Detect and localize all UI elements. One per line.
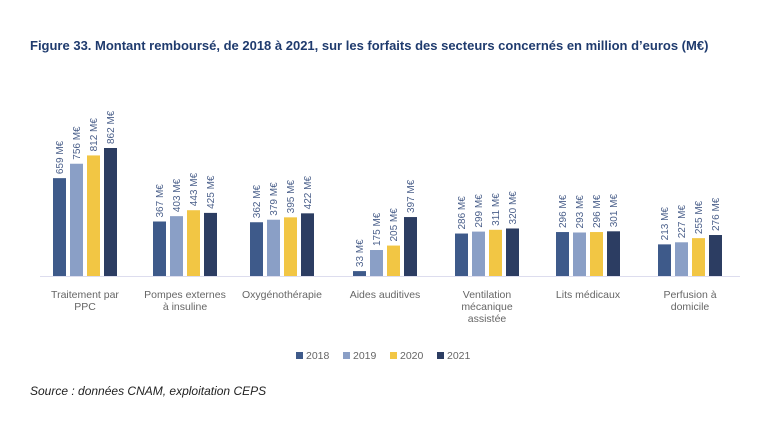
data-label: 422 M€: [303, 176, 314, 210]
category-label: PPC: [74, 301, 96, 313]
data-label: 286 M€: [457, 196, 468, 230]
data-label: 403 M€: [172, 178, 183, 212]
data-label: 362 M€: [252, 184, 263, 218]
legend-label: 2019: [353, 350, 377, 362]
category-label: domicile: [671, 301, 710, 313]
bar-2021: [204, 212, 217, 276]
data-label: 213 M€: [660, 207, 671, 241]
data-label: 311 M€: [491, 193, 502, 226]
source-note: Source : données CNAM, exploitation CEPS: [30, 384, 267, 398]
bar-2018: [455, 233, 468, 276]
legend-swatch: [437, 352, 444, 359]
bar-2021: [404, 217, 417, 276]
data-label: 255 M€: [694, 200, 705, 234]
legend-swatch: [390, 352, 397, 359]
legend-swatch: [296, 352, 303, 359]
data-label: 397 M€: [406, 179, 417, 213]
data-label: 205 M€: [389, 208, 400, 242]
data-label: 299 M€: [474, 194, 485, 228]
bar-2019: [370, 250, 383, 276]
category-label: Oxygénothérapie: [242, 289, 322, 301]
bar-2021: [104, 148, 117, 276]
bar-2018: [250, 222, 263, 276]
bar-2019: [573, 232, 586, 276]
data-label: 862 M€: [106, 110, 117, 144]
data-label: 320 M€: [508, 191, 519, 225]
category-label: Ventilation: [463, 289, 512, 301]
bar-2020: [87, 155, 100, 276]
bar-2021: [709, 235, 722, 276]
category-label: assistée: [468, 313, 507, 325]
data-label: 296 M€: [558, 194, 569, 228]
bar-2019: [170, 216, 183, 276]
data-label: 395 M€: [286, 180, 297, 214]
data-label: 33 M€: [355, 239, 366, 267]
category-label: à insuline: [163, 301, 208, 313]
category-label: Lits médicaux: [556, 289, 621, 301]
legend-swatch: [343, 352, 350, 359]
data-label: 379 M€: [269, 182, 280, 216]
data-label: 425 M€: [206, 175, 217, 209]
legend-label: 2020: [400, 350, 424, 362]
data-label: 293 M€: [575, 195, 586, 229]
category-label: mécanique: [461, 301, 513, 313]
bar-2020: [284, 217, 297, 276]
bar-2021: [506, 228, 519, 276]
data-label: 367 M€: [155, 184, 166, 218]
bar-2020: [187, 210, 200, 276]
bar-2019: [472, 231, 485, 276]
data-label: 227 M€: [677, 204, 688, 238]
bar-2018: [353, 271, 366, 276]
bar-2021: [301, 213, 314, 276]
legend-label: 2018: [306, 350, 330, 362]
bar-2018: [53, 178, 66, 276]
bar-2020: [590, 232, 603, 276]
legend-label: 2021: [447, 350, 471, 362]
bar-2018: [658, 244, 671, 276]
category-label: Perfusion à: [663, 289, 716, 301]
data-label: 276 M€: [711, 197, 722, 231]
bar-2020: [692, 238, 705, 276]
bar-2020: [387, 245, 400, 276]
data-label: 175 M€: [372, 212, 383, 246]
data-label: 301 M€: [609, 194, 620, 228]
bar-2021: [607, 231, 620, 276]
data-label: 659 M€: [55, 140, 66, 174]
bar-2019: [675, 242, 688, 276]
category-label: Pompes externes: [144, 289, 226, 301]
bar-2018: [556, 232, 569, 276]
data-label: 296 M€: [592, 194, 603, 228]
bar-2018: [153, 221, 166, 276]
bar-2019: [70, 163, 83, 276]
bar-2019: [267, 219, 280, 276]
data-label: 812 M€: [89, 118, 100, 152]
bar-2020: [489, 229, 502, 276]
category-label: Aides auditives: [350, 289, 421, 301]
data-label: 756 M€: [72, 126, 83, 160]
category-label: Traitement par: [51, 289, 119, 301]
data-label: 443 M€: [189, 172, 200, 206]
chart-title: Figure 33. Montant remboursé, de 2018 à …: [30, 38, 709, 53]
